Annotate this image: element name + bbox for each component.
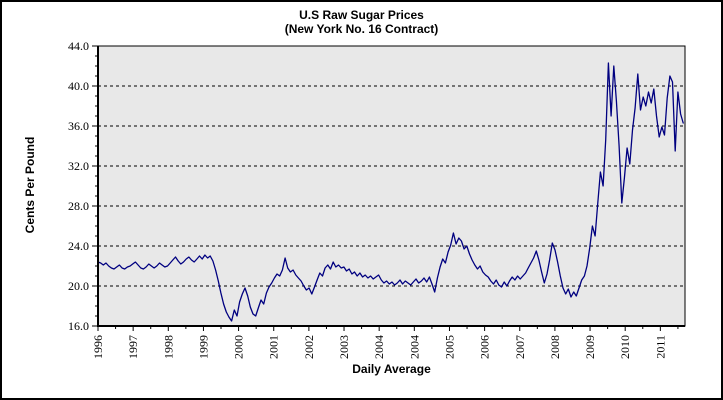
chart-title: U.S Raw Sugar Prices [299,8,424,22]
x-tick-label: 1997 [126,335,140,359]
x-tick-label: 2002 [302,335,316,359]
x-tick-label: 2004 [407,335,421,359]
plot-area [98,46,685,326]
x-tick-label: 2010 [618,335,632,359]
x-tick-label: 2004 [372,335,386,359]
x-tick-label: 2007 [513,335,527,359]
x-tick-label: 1998 [161,335,175,359]
x-tick-label: 2011 [653,335,667,359]
x-tick-label: 1996 [91,335,105,359]
x-tick-label: 2001 [267,335,281,359]
x-tick-label: 2005 [442,335,456,359]
y-tick-label: 36.0 [68,119,89,133]
y-tick-label: 16.0 [68,319,89,333]
y-tick-label: 40.0 [68,79,89,93]
x-tick-label: 2009 [583,335,597,359]
y-tick-label: 32.0 [68,159,89,173]
y-tick-label: 44.0 [68,39,89,53]
x-tick-label: 2000 [232,335,246,359]
y-tick-label: 20.0 [68,279,89,293]
x-tick-label: 2003 [337,335,351,359]
price-line [97,62,684,322]
y-tick-label: 28.0 [68,199,89,213]
y-tick-label: 24.0 [68,239,89,253]
x-tick-label: 2008 [548,335,562,359]
x-axis-title: Daily Average [352,362,431,376]
chart-subtitle: (New York No. 16 Contract) [284,22,439,36]
x-tick-label: 1999 [196,335,210,359]
x-tick-label: 2006 [478,335,492,359]
